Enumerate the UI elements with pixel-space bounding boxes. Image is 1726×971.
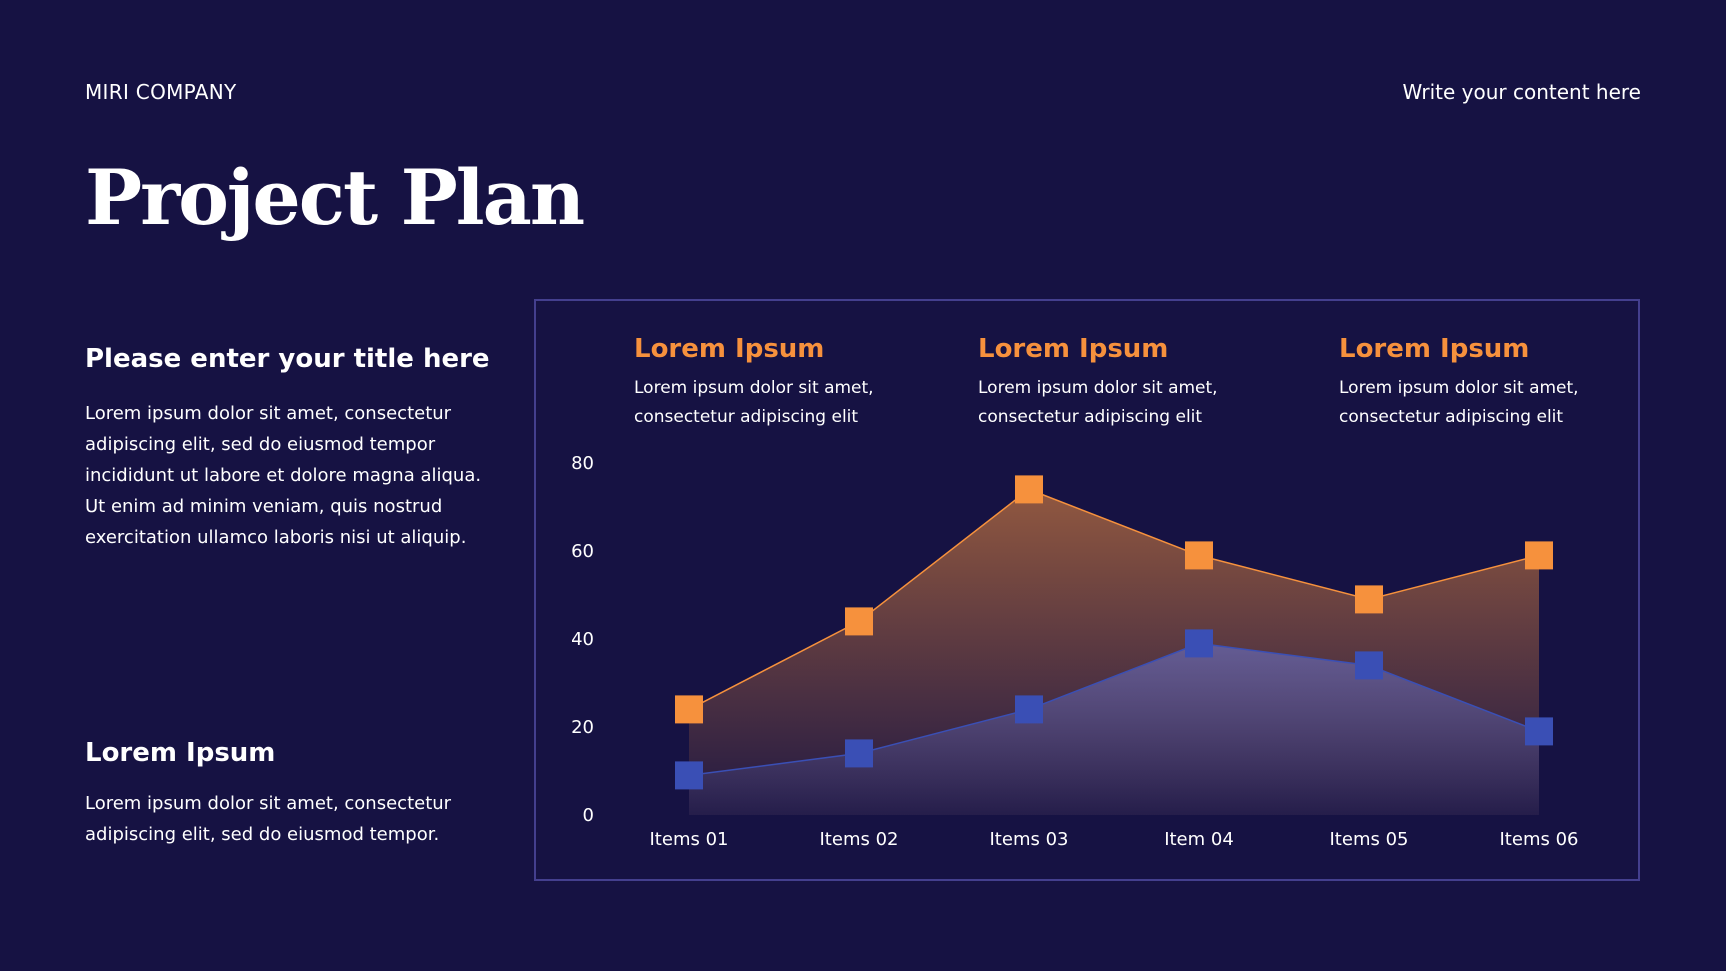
annotation-text: Lorem ipsum dolor sit amet, consectetur …: [1339, 378, 1579, 427]
series-blue-point: [1525, 717, 1553, 746]
annotation-title: Lorem Ipsum: [634, 334, 825, 364]
series-orange-point: [845, 607, 873, 636]
series-orange-point: [1015, 475, 1043, 504]
company-name: MIRI COMPANY: [85, 80, 237, 104]
series-blue-area: [689, 643, 1539, 815]
x-tick-label: Items 05: [1330, 829, 1409, 850]
secondary-text: Lorem ipsum dolor sit amet, consectetur …: [85, 793, 452, 845]
section-text: Lorem ipsum dolor sit amet, consectetur …: [85, 403, 482, 548]
annotation-text: Lorem ipsum dolor sit amet, consectetur …: [634, 378, 874, 427]
series-orange-point: [1355, 585, 1383, 614]
series-blue-line: [688, 642, 1540, 777]
y-tick-label: 40: [571, 629, 594, 650]
y-tick-label: 60: [571, 541, 594, 562]
x-tick-label: Item 04: [1164, 829, 1234, 850]
annotation-text: Lorem ipsum dolor sit amet, consectetur …: [978, 378, 1218, 427]
series-orange-point: [675, 695, 703, 724]
chart-panel: [534, 299, 1640, 881]
x-tick-label: Items 06: [1500, 829, 1579, 850]
series-blue-point: [1355, 651, 1383, 680]
section-title: Please enter your title here: [85, 344, 490, 374]
x-tick-label: Items 03: [990, 829, 1069, 850]
series-blue-point: [675, 761, 703, 790]
page-title: Project Plan: [85, 153, 585, 242]
header-tagline: Write your content here: [1402, 80, 1642, 104]
series-orange-point: [1525, 541, 1553, 570]
x-tick-label: Items 01: [650, 829, 729, 850]
series-blue-point: [1185, 629, 1213, 658]
annotation-1: Lorem Ipsum Lorem ipsum dolor sit amet, …: [634, 334, 954, 432]
annotation-title: Lorem Ipsum: [1339, 334, 1530, 364]
annotation-title: Lorem Ipsum: [978, 334, 1169, 364]
y-tick-label: 0: [583, 805, 594, 826]
annotation-2: Lorem Ipsum Lorem ipsum dolor sit amet, …: [978, 334, 1298, 432]
y-tick-label: 20: [571, 717, 594, 738]
series-orange-point: [1185, 541, 1213, 570]
y-tick-label: 80: [571, 453, 594, 474]
secondary-title: Lorem Ipsum: [85, 738, 276, 768]
annotation-3: Lorem Ipsum Lorem ipsum dolor sit amet, …: [1339, 334, 1659, 432]
x-tick-label: Items 02: [820, 829, 899, 850]
series-blue-point: [845, 739, 873, 768]
series-orange-line: [688, 488, 1540, 711]
series-blue-point: [1015, 695, 1043, 724]
